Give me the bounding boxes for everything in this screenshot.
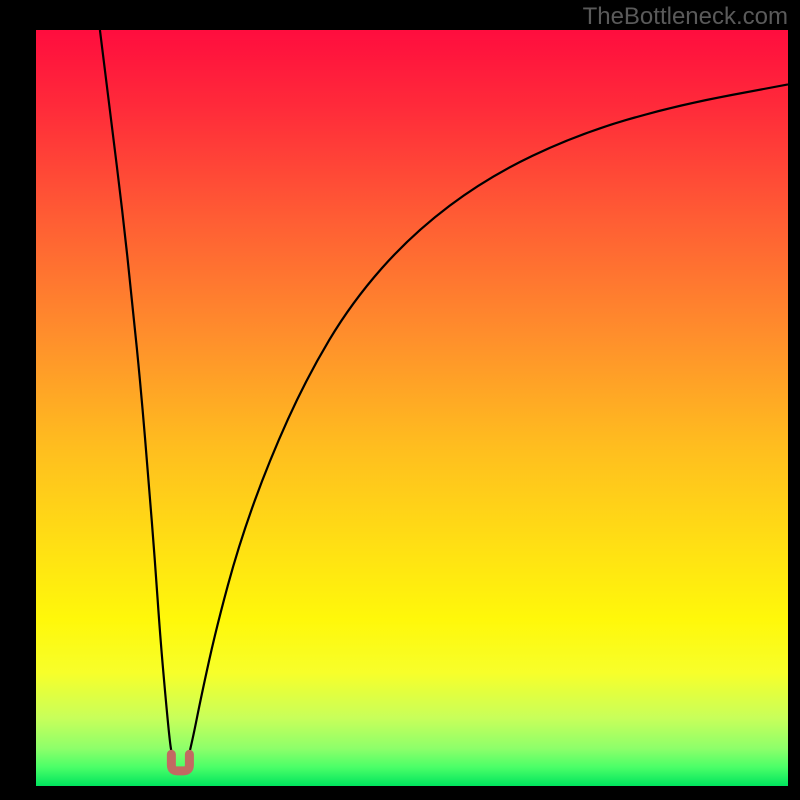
figure-container: TheBottleneck.com [0,0,800,800]
plot-area [36,30,788,786]
watermark-text: TheBottleneck.com [583,3,788,31]
plot-svg [36,30,788,786]
gradient-background [36,30,788,786]
